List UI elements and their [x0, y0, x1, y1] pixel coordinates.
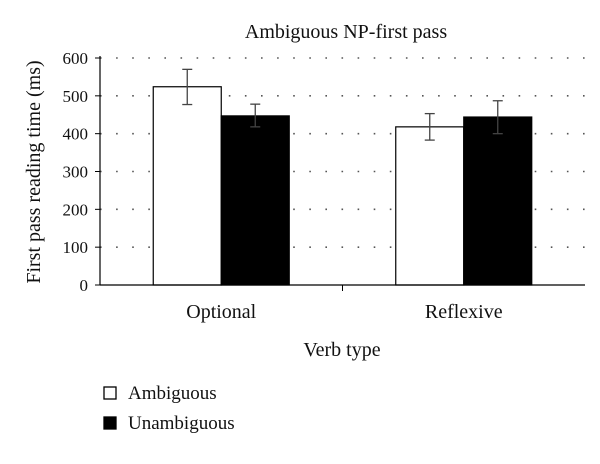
y-tick-label: 400: [63, 125, 89, 144]
x-tick-label: Optional: [186, 301, 256, 323]
legend-swatch: [103, 416, 117, 430]
x-tick-label: Reflexive: [425, 301, 503, 323]
bar: [395, 126, 465, 286]
y-tick-label: 500: [63, 87, 89, 106]
legend: Ambiguous Unambiguous: [103, 383, 235, 434]
legend-label: Ambiguous: [128, 383, 217, 404]
bar: [220, 115, 290, 286]
legend-label: Unambiguous: [128, 413, 235, 434]
chart-title: Ambiguous NP-first pass: [245, 21, 447, 43]
bar: [463, 116, 533, 286]
bars: [152, 68, 533, 286]
y-tick-label: 600: [63, 49, 89, 68]
tick-labels: 0 100 200 300 400 500 600 Optional Reflexive: [63, 49, 503, 323]
y-axis-title: First pass reading time (ms): [23, 60, 45, 283]
y-tick-label: 100: [63, 238, 89, 257]
bar: [152, 86, 222, 286]
y-tick-label: 300: [63, 163, 89, 182]
legend-swatch: [103, 386, 117, 400]
y-tick-label: 200: [63, 200, 89, 219]
y-tick-label: 0: [80, 276, 89, 295]
x-axis-title: Verb type: [303, 339, 380, 361]
axes: [95, 56, 585, 291]
